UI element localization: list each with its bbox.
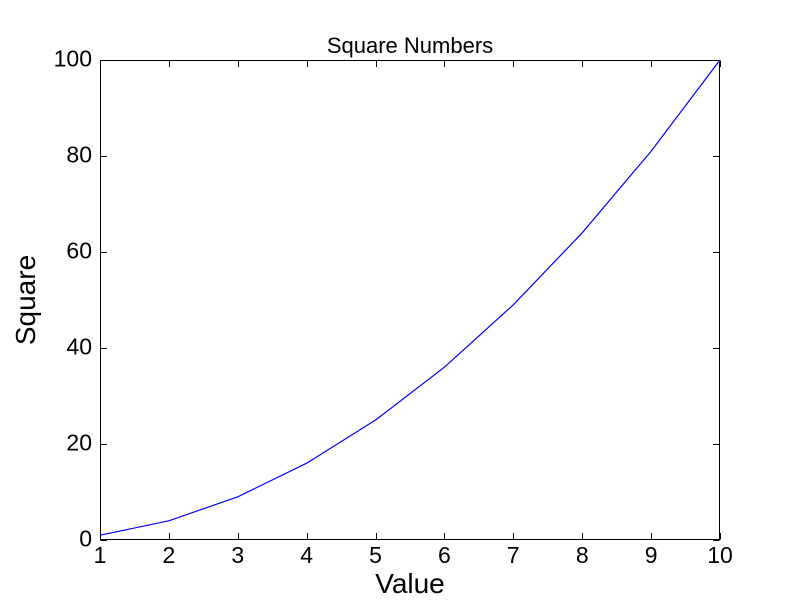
svg-text:0: 0 [79, 525, 92, 551]
svg-text:4: 4 [300, 542, 313, 568]
svg-text:100: 100 [54, 45, 92, 71]
svg-text:5: 5 [369, 542, 382, 568]
svg-text:20: 20 [66, 429, 92, 455]
svg-text:60: 60 [66, 237, 92, 263]
svg-text:Value: Value [375, 568, 445, 599]
svg-text:6: 6 [438, 542, 451, 568]
svg-text:40: 40 [66, 333, 92, 359]
svg-text:2: 2 [162, 542, 175, 568]
svg-text:3: 3 [231, 542, 244, 568]
svg-text:10: 10 [707, 542, 733, 568]
svg-text:80: 80 [66, 141, 92, 167]
svg-text:7: 7 [507, 542, 520, 568]
svg-text:9: 9 [645, 542, 658, 568]
svg-text:Square: Square [10, 255, 41, 345]
svg-text:1: 1 [94, 542, 107, 568]
svg-text:8: 8 [576, 542, 589, 568]
svg-text:Square Numbers: Square Numbers [327, 33, 493, 58]
